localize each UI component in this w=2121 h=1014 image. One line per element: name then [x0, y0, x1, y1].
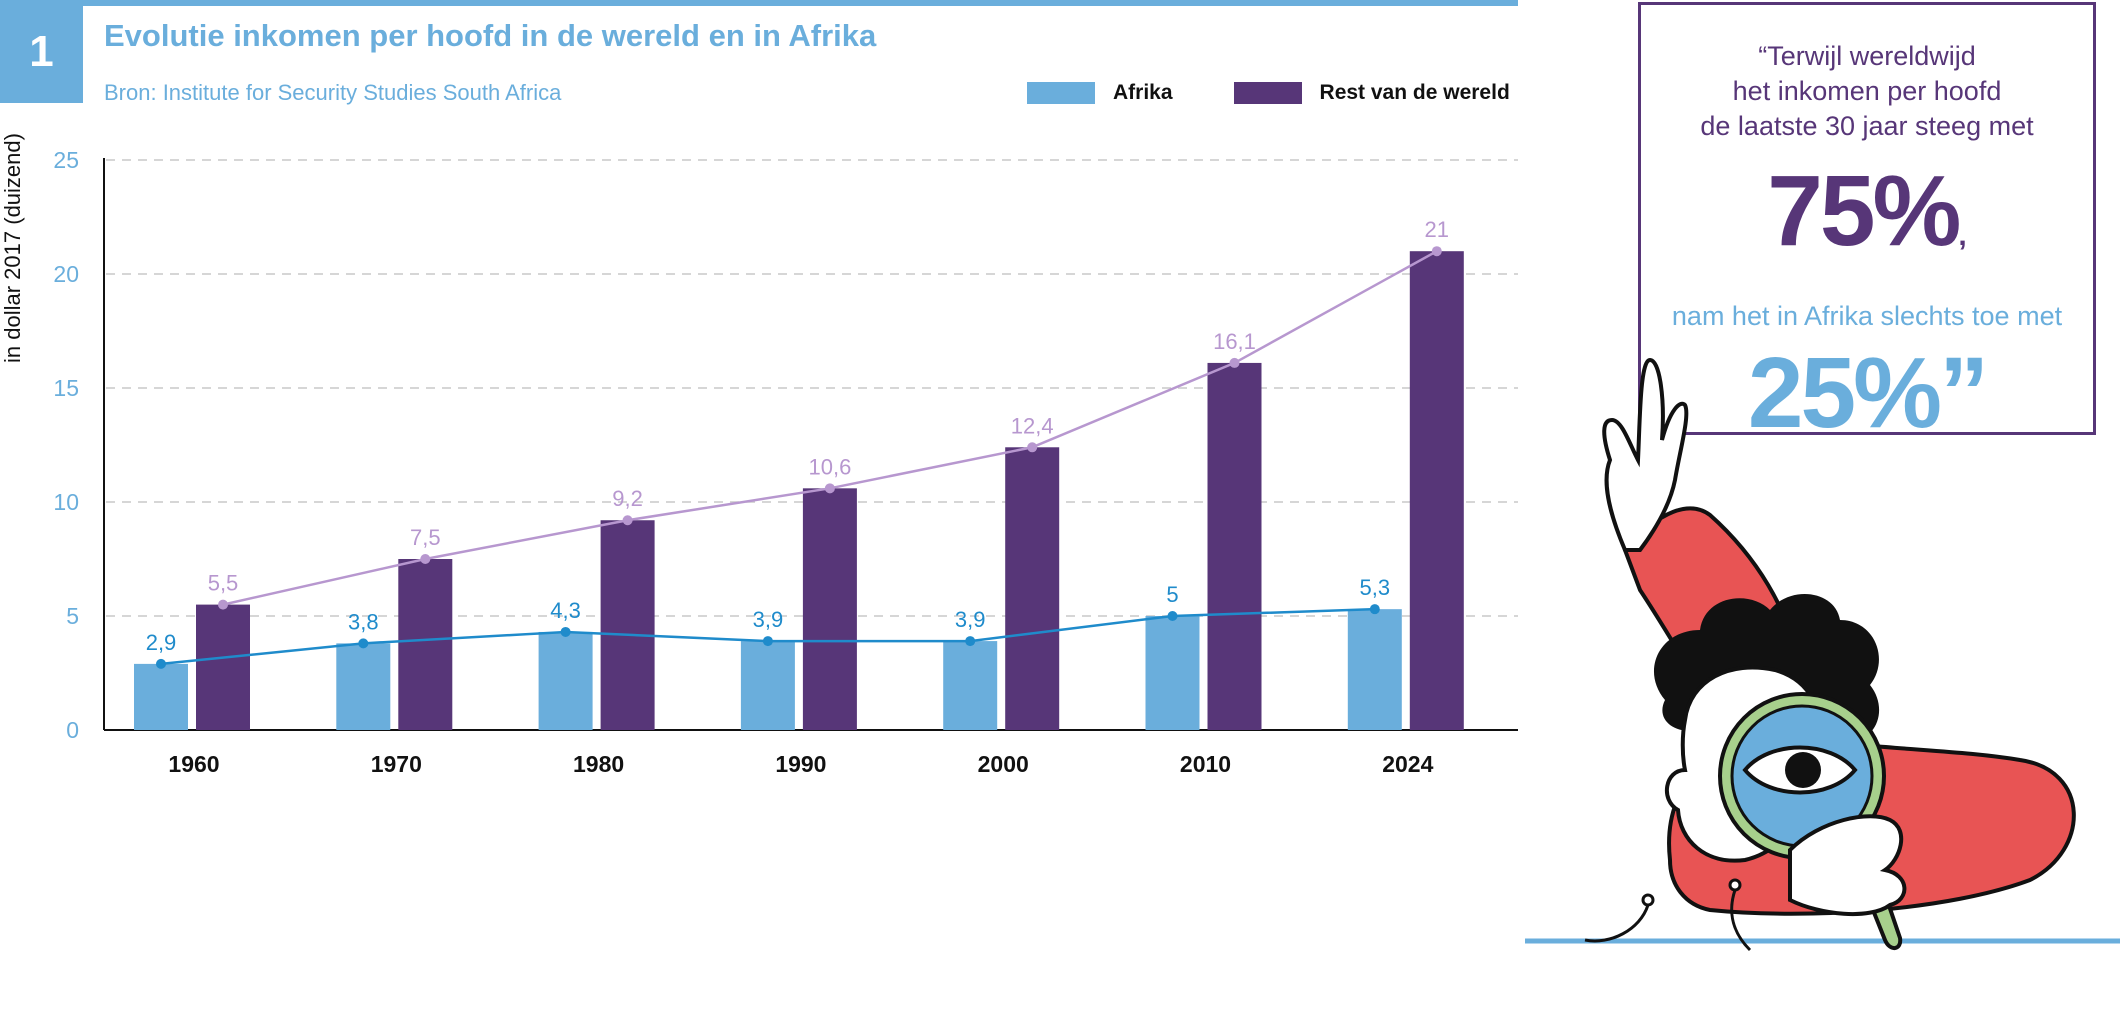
x-tick-label: 2000 — [978, 751, 1029, 777]
bar-rest-1980 — [600, 520, 655, 730]
point-afrika-1960 — [156, 658, 166, 669]
point-rest-1990 — [824, 483, 835, 494]
legend-swatch-rest — [1233, 82, 1302, 104]
data-label-afrika-2024: 5,3 — [1360, 575, 1391, 600]
raised-hand — [1602, 357, 1689, 552]
bar-afrika-1990 — [740, 641, 795, 730]
point-afrika-2010 — [1167, 611, 1178, 621]
earbud-cable — [1584, 904, 1650, 943]
y-tick-label: 20 — [53, 261, 79, 287]
y-tick-label: 10 — [53, 489, 79, 515]
bar-afrika-1980 — [538, 631, 593, 730]
earbud-right — [1728, 878, 1742, 892]
point-rest-1970 — [420, 554, 431, 564]
quote-line-1: “Terwijl wereldwijd — [1758, 41, 1976, 71]
top-rule — [83, 0, 1518, 6]
eye-pupil — [1785, 752, 1821, 788]
bar-afrika-2024 — [1347, 609, 1402, 730]
quote-line-2: het inkomen per hoofd — [1732, 76, 2002, 106]
bar-afrika-1970 — [336, 643, 391, 730]
chart-legend: Afrika Rest van de wereld — [1027, 78, 1510, 108]
bar-rest-2010 — [1207, 362, 1262, 730]
y-tick-label: 0 — [66, 717, 79, 743]
legend-label-rest: Rest van de wereld — [1319, 81, 1510, 104]
data-label-rest-2010: 16,1 — [1213, 329, 1256, 354]
data-label-rest-1990: 10,6 — [808, 454, 851, 479]
data-label-afrika-1960: 2,9 — [146, 630, 177, 655]
bar-rest-2024 — [1409, 251, 1464, 730]
legend-swatch-afrika — [1027, 82, 1095, 104]
resting-hand — [1788, 814, 1907, 916]
bar-rest-1970 — [398, 559, 453, 730]
bar-afrika-2000 — [943, 641, 998, 730]
quote-line-3: de laatste 30 jaar steeg met — [1700, 111, 2034, 141]
data-label-rest-1970: 7,5 — [410, 525, 441, 550]
data-label-rest-1980: 9,2 — [612, 486, 643, 511]
data-label-rest-2024: 21 — [1425, 217, 1449, 242]
point-rest-1960 — [218, 599, 228, 610]
bar-rest-1990 — [802, 488, 857, 730]
data-label-afrika-1970: 3,8 — [348, 609, 379, 634]
bar-rest-1960 — [196, 604, 250, 730]
quote-value-world: 75%, — [1641, 156, 2093, 291]
bar-afrika-2010 — [1145, 616, 1200, 730]
point-afrika-1980 — [560, 626, 571, 637]
data-label-rest-1960: 5,5 — [208, 571, 239, 596]
legend-label-afrika: Afrika — [1113, 81, 1173, 104]
earbud-left — [1641, 893, 1655, 907]
point-rest-2000 — [1027, 442, 1038, 453]
chart-source: Bron: Institute for Security Studies Sou… — [104, 80, 562, 105]
x-tick-label: 1990 — [775, 751, 826, 777]
x-tick-label: 1980 — [573, 751, 624, 777]
point-rest-1980 — [622, 515, 633, 526]
x-tick-label: 2024 — [1382, 751, 1433, 777]
quote-box: “Terwijl wereldwijd het inkomen per hoof… — [1638, 2, 2096, 448]
data-label-afrika-2000: 3,9 — [955, 607, 986, 632]
quote-comma: , — [1958, 219, 1967, 252]
figure-number-badge: 1 — [0, 0, 83, 103]
point-afrika-1990 — [762, 636, 773, 647]
quote-line-4: nam het in Afrika slechts toe met — [1671, 301, 2063, 331]
point-afrika-2024 — [1369, 604, 1380, 615]
y-tick-label: 15 — [53, 375, 79, 401]
point-afrika-2000 — [965, 636, 976, 647]
y-axis-label: in dollar 2017 (duizend) — [0, 133, 25, 363]
quote-value-africa: 25%” — [1747, 337, 1989, 449]
legend-item-afrika: Afrika — [1027, 81, 1173, 105]
data-label-rest-2000: 12,4 — [1011, 413, 1054, 438]
point-rest-2010 — [1229, 357, 1240, 368]
earbud-cable-right — [1730, 889, 1752, 952]
x-tick-label: 1960 — [168, 751, 219, 777]
bar-afrika-1960 — [134, 663, 188, 730]
data-label-afrika-2010: 5 — [1166, 582, 1178, 607]
y-tick-label: 25 — [53, 147, 79, 173]
bar-chart: 0 5 10 15 20 25 in dollar 2017 (duizend) 1960 19… — [0, 133, 1518, 777]
chart-title: Evolutie inkomen per hoofd in de wereld … — [104, 18, 877, 53]
point-afrika-1970 — [358, 638, 369, 649]
legend-item-rest: Rest van de wereld — [1233, 81, 1510, 105]
point-rest-2024 — [1431, 246, 1442, 257]
data-label-afrika-1980: 4,3 — [550, 598, 581, 623]
illustration-person-magnifying-glass — [1525, 357, 2120, 952]
x-tick-label: 2010 — [1180, 751, 1231, 777]
x-tick-label: 1970 — [371, 751, 422, 777]
data-label-afrika-1990: 3,9 — [753, 607, 784, 632]
quote-value-world-text: 75% — [1767, 155, 1961, 267]
bar-rest-2000 — [1005, 447, 1060, 730]
y-tick-label: 5 — [66, 603, 79, 629]
